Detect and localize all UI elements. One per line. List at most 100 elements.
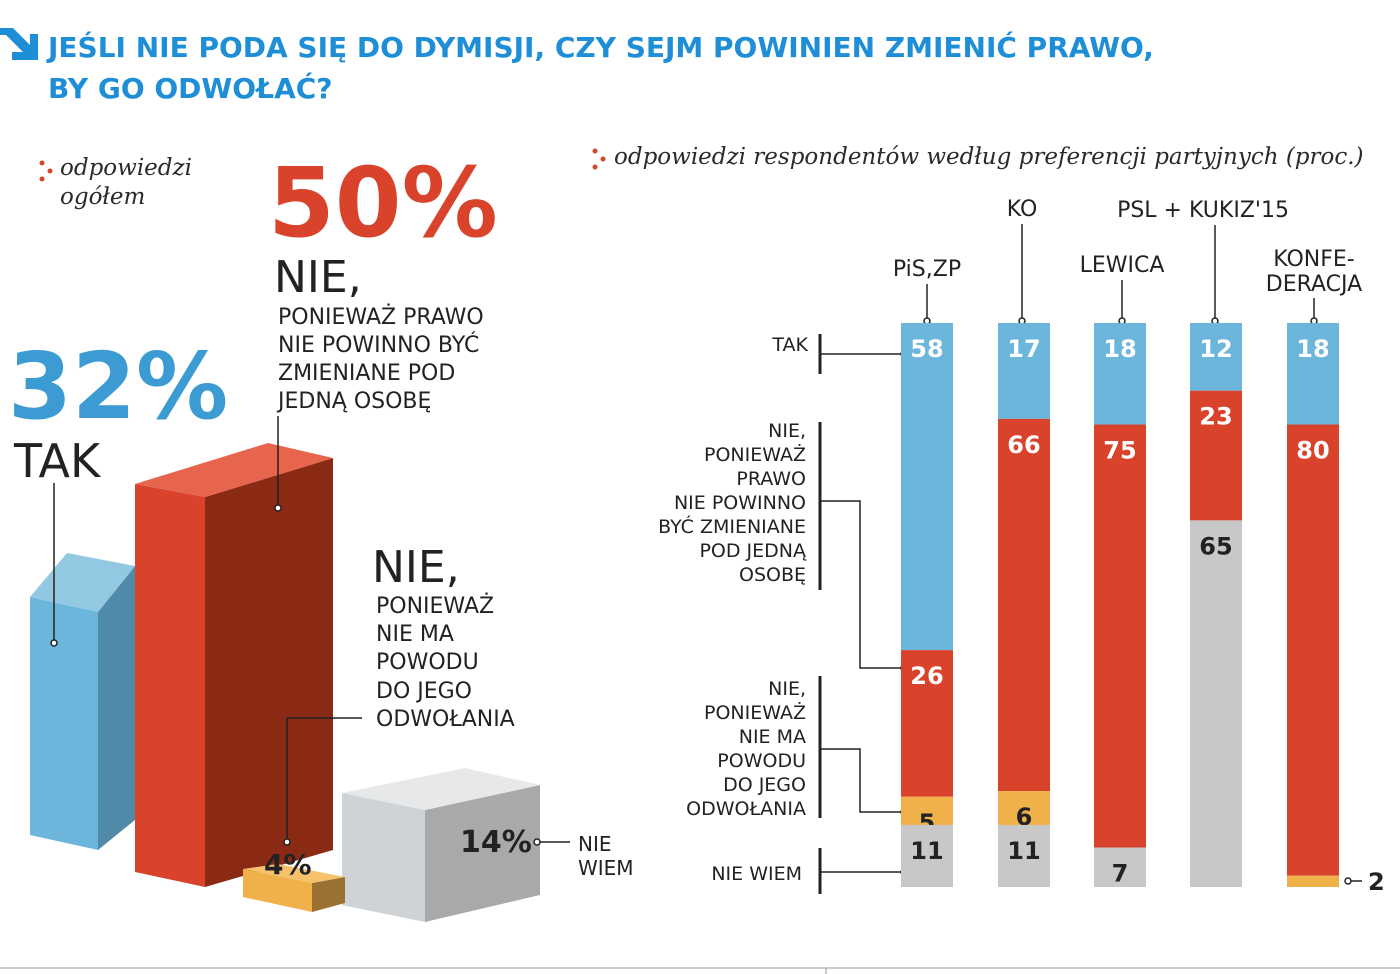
bar-nie-prawo-top bbox=[135, 443, 333, 497]
nie-prawo-line: PONIEWAŻ PRAWO bbox=[278, 304, 484, 330]
stack-value-label: 23 bbox=[1199, 403, 1232, 431]
right-panel: odpowiedzi respondentów według preferenc… bbox=[592, 144, 1385, 896]
stack-segment bbox=[998, 791, 1050, 825]
legend-tak-label: TAK bbox=[771, 334, 808, 356]
stack-value-label: 17 bbox=[1007, 335, 1040, 363]
outside-value-label: 2 bbox=[1368, 868, 1385, 896]
bullet-icon bbox=[39, 160, 53, 182]
header: JEŚLI NIE PODA SIĘ DO DYMISJI, CZY SEJM … bbox=[0, 28, 1154, 105]
nie-prawo-big-value: 50% bbox=[268, 147, 498, 259]
legend-nie-prawo-line: PRAWO bbox=[736, 468, 806, 490]
chart-title-line1: JEŚLI NIE PODA SIĘ DO DYMISJI, CZY SEJM … bbox=[46, 30, 1154, 64]
nie-prawo-word: NIE, bbox=[274, 252, 362, 303]
legend-nie-powodu-line: NIE MA bbox=[739, 726, 806, 748]
party-subtitle: odpowiedzi respondentów według preferenc… bbox=[614, 144, 1364, 170]
stack-segment bbox=[1094, 424, 1146, 848]
party-label-konf: DERACJA bbox=[1266, 272, 1362, 297]
outside-leader-dot bbox=[1344, 877, 1352, 885]
bar-nie-wiem bbox=[342, 793, 425, 922]
party-label-lewica: LEWICA bbox=[1080, 253, 1165, 278]
bar-tak-top bbox=[30, 553, 135, 612]
stack-value-label: 12 bbox=[1199, 335, 1232, 363]
nie-powodu-leader-dot bbox=[283, 838, 291, 846]
tak-leader-dot bbox=[50, 639, 58, 647]
bar-tak-side bbox=[98, 566, 135, 850]
stack-value-label: 18 bbox=[1296, 335, 1329, 363]
stack-segment bbox=[998, 323, 1050, 419]
nie-powodu-value: 4% bbox=[264, 848, 312, 881]
legend-nie-prawo-line: BYĆ ZMIENIANE bbox=[658, 514, 806, 538]
tak-word: TAK bbox=[13, 434, 102, 488]
nie-prawo-leader-dot bbox=[274, 504, 282, 512]
nie-powodu-line: ODWOŁANIA bbox=[376, 707, 515, 732]
overall-subtitle-line1: odpowiedzi bbox=[60, 155, 192, 181]
stack-segment bbox=[1287, 424, 1339, 876]
bar-nie-wiem-top bbox=[342, 768, 540, 810]
nie-wiem-line: WIEM bbox=[578, 856, 634, 880]
stack-segment bbox=[1287, 875, 1339, 887]
tak-big-value: 32% bbox=[8, 333, 228, 440]
nie-prawo-line: ZMIENIANE POD bbox=[278, 361, 455, 386]
stack-segment bbox=[998, 418, 1050, 792]
stack-value-label: 18 bbox=[1103, 335, 1136, 363]
nie-wiem-value: 14% bbox=[460, 825, 532, 860]
overall-subtitle-line2: ogółem bbox=[60, 184, 145, 210]
legend-nie-powodu-line: POWODU bbox=[717, 750, 806, 772]
stack-value-label: 66 bbox=[1007, 431, 1040, 459]
nie-prawo-line: NIE POWINNO BYĆ bbox=[278, 332, 479, 358]
stack-value-label: 6 bbox=[1016, 803, 1033, 831]
stack-value-label: 11 bbox=[1007, 837, 1040, 865]
stack-segment bbox=[901, 796, 953, 825]
stack-value-label: 65 bbox=[1199, 532, 1232, 560]
stack-segment bbox=[901, 323, 953, 651]
nie-prawo-line: JEDNĄ OSOBĘ bbox=[276, 389, 431, 414]
legend-nie-powodu-line: PONIEWAŻ bbox=[704, 701, 806, 724]
legend-nie-prawo-line: NIE POWINNO bbox=[674, 492, 806, 514]
stack-segment bbox=[1094, 323, 1146, 425]
stack-value-label: 58 bbox=[910, 335, 943, 363]
nie-powodu-line: PONIEWAŻ bbox=[376, 593, 494, 619]
nie-wiem-leader-dot bbox=[533, 838, 541, 846]
nie-powodu-line: POWODU bbox=[376, 650, 479, 675]
stack-segment bbox=[1190, 323, 1242, 391]
nie-powodu-line: DO JEGO bbox=[376, 679, 472, 704]
stack-segment bbox=[901, 824, 953, 887]
legend-nie-prawo-line: OSOBĘ bbox=[739, 564, 806, 586]
legend-nie-powodu-leader bbox=[820, 748, 904, 813]
chart-title-line2: BY GO ODWOŁAĆ? bbox=[48, 71, 333, 105]
nie-powodu-word: NIE, bbox=[372, 542, 460, 593]
party-label-konf: KONFE- bbox=[1273, 247, 1355, 272]
legend-nie-prawo-line: PONIEWAŻ bbox=[704, 443, 806, 466]
stack-value-label: 26 bbox=[910, 662, 943, 690]
nie-powodu-leader bbox=[286, 717, 362, 842]
bar-nie-powodu bbox=[243, 869, 312, 912]
stack-segment bbox=[1190, 390, 1242, 521]
bar-tak bbox=[30, 597, 98, 850]
legend-nie-powodu-line: ODWOŁANIA bbox=[686, 798, 806, 820]
legend-nie-powodu-line: DO JEGO bbox=[723, 774, 806, 796]
left-panel: odpowiedzi ogółem 32% TAK 50% NIE, PONIE… bbox=[8, 147, 634, 922]
nie-powodu-line: NIE MA bbox=[376, 622, 454, 647]
bar-nie-powodu-top bbox=[243, 864, 345, 883]
stack-segment bbox=[998, 824, 1050, 887]
bar-nie-prawo bbox=[135, 484, 205, 887]
party-label-ko: KO bbox=[1007, 197, 1038, 222]
party-label-pis: PiS,ZP bbox=[893, 257, 961, 282]
stack-value-label: 75 bbox=[1103, 437, 1136, 465]
stack-value-label: 7 bbox=[1112, 860, 1129, 888]
legend-nie-wiem-label: NIE WIEM bbox=[711, 863, 802, 885]
stack-value-label: 80 bbox=[1296, 437, 1329, 465]
stack-segment bbox=[1287, 323, 1339, 425]
nie-wiem-line: NIE bbox=[578, 832, 612, 856]
arrow-down-right-icon bbox=[0, 28, 38, 60]
bar-nie-powodu-side bbox=[312, 877, 345, 912]
legend-nie-prawo-leader bbox=[820, 500, 904, 669]
legend-nie-prawo-line: POD JEDNĄ bbox=[699, 540, 807, 562]
stack-segment bbox=[1094, 847, 1146, 887]
legend-nie-powodu-line: NIE, bbox=[768, 678, 806, 700]
party-label-psl: PSL + KUKIZ'15 bbox=[1117, 198, 1289, 223]
stack-value-label: 11 bbox=[910, 837, 943, 865]
legend-nie-prawo-line: NIE, bbox=[768, 420, 806, 442]
